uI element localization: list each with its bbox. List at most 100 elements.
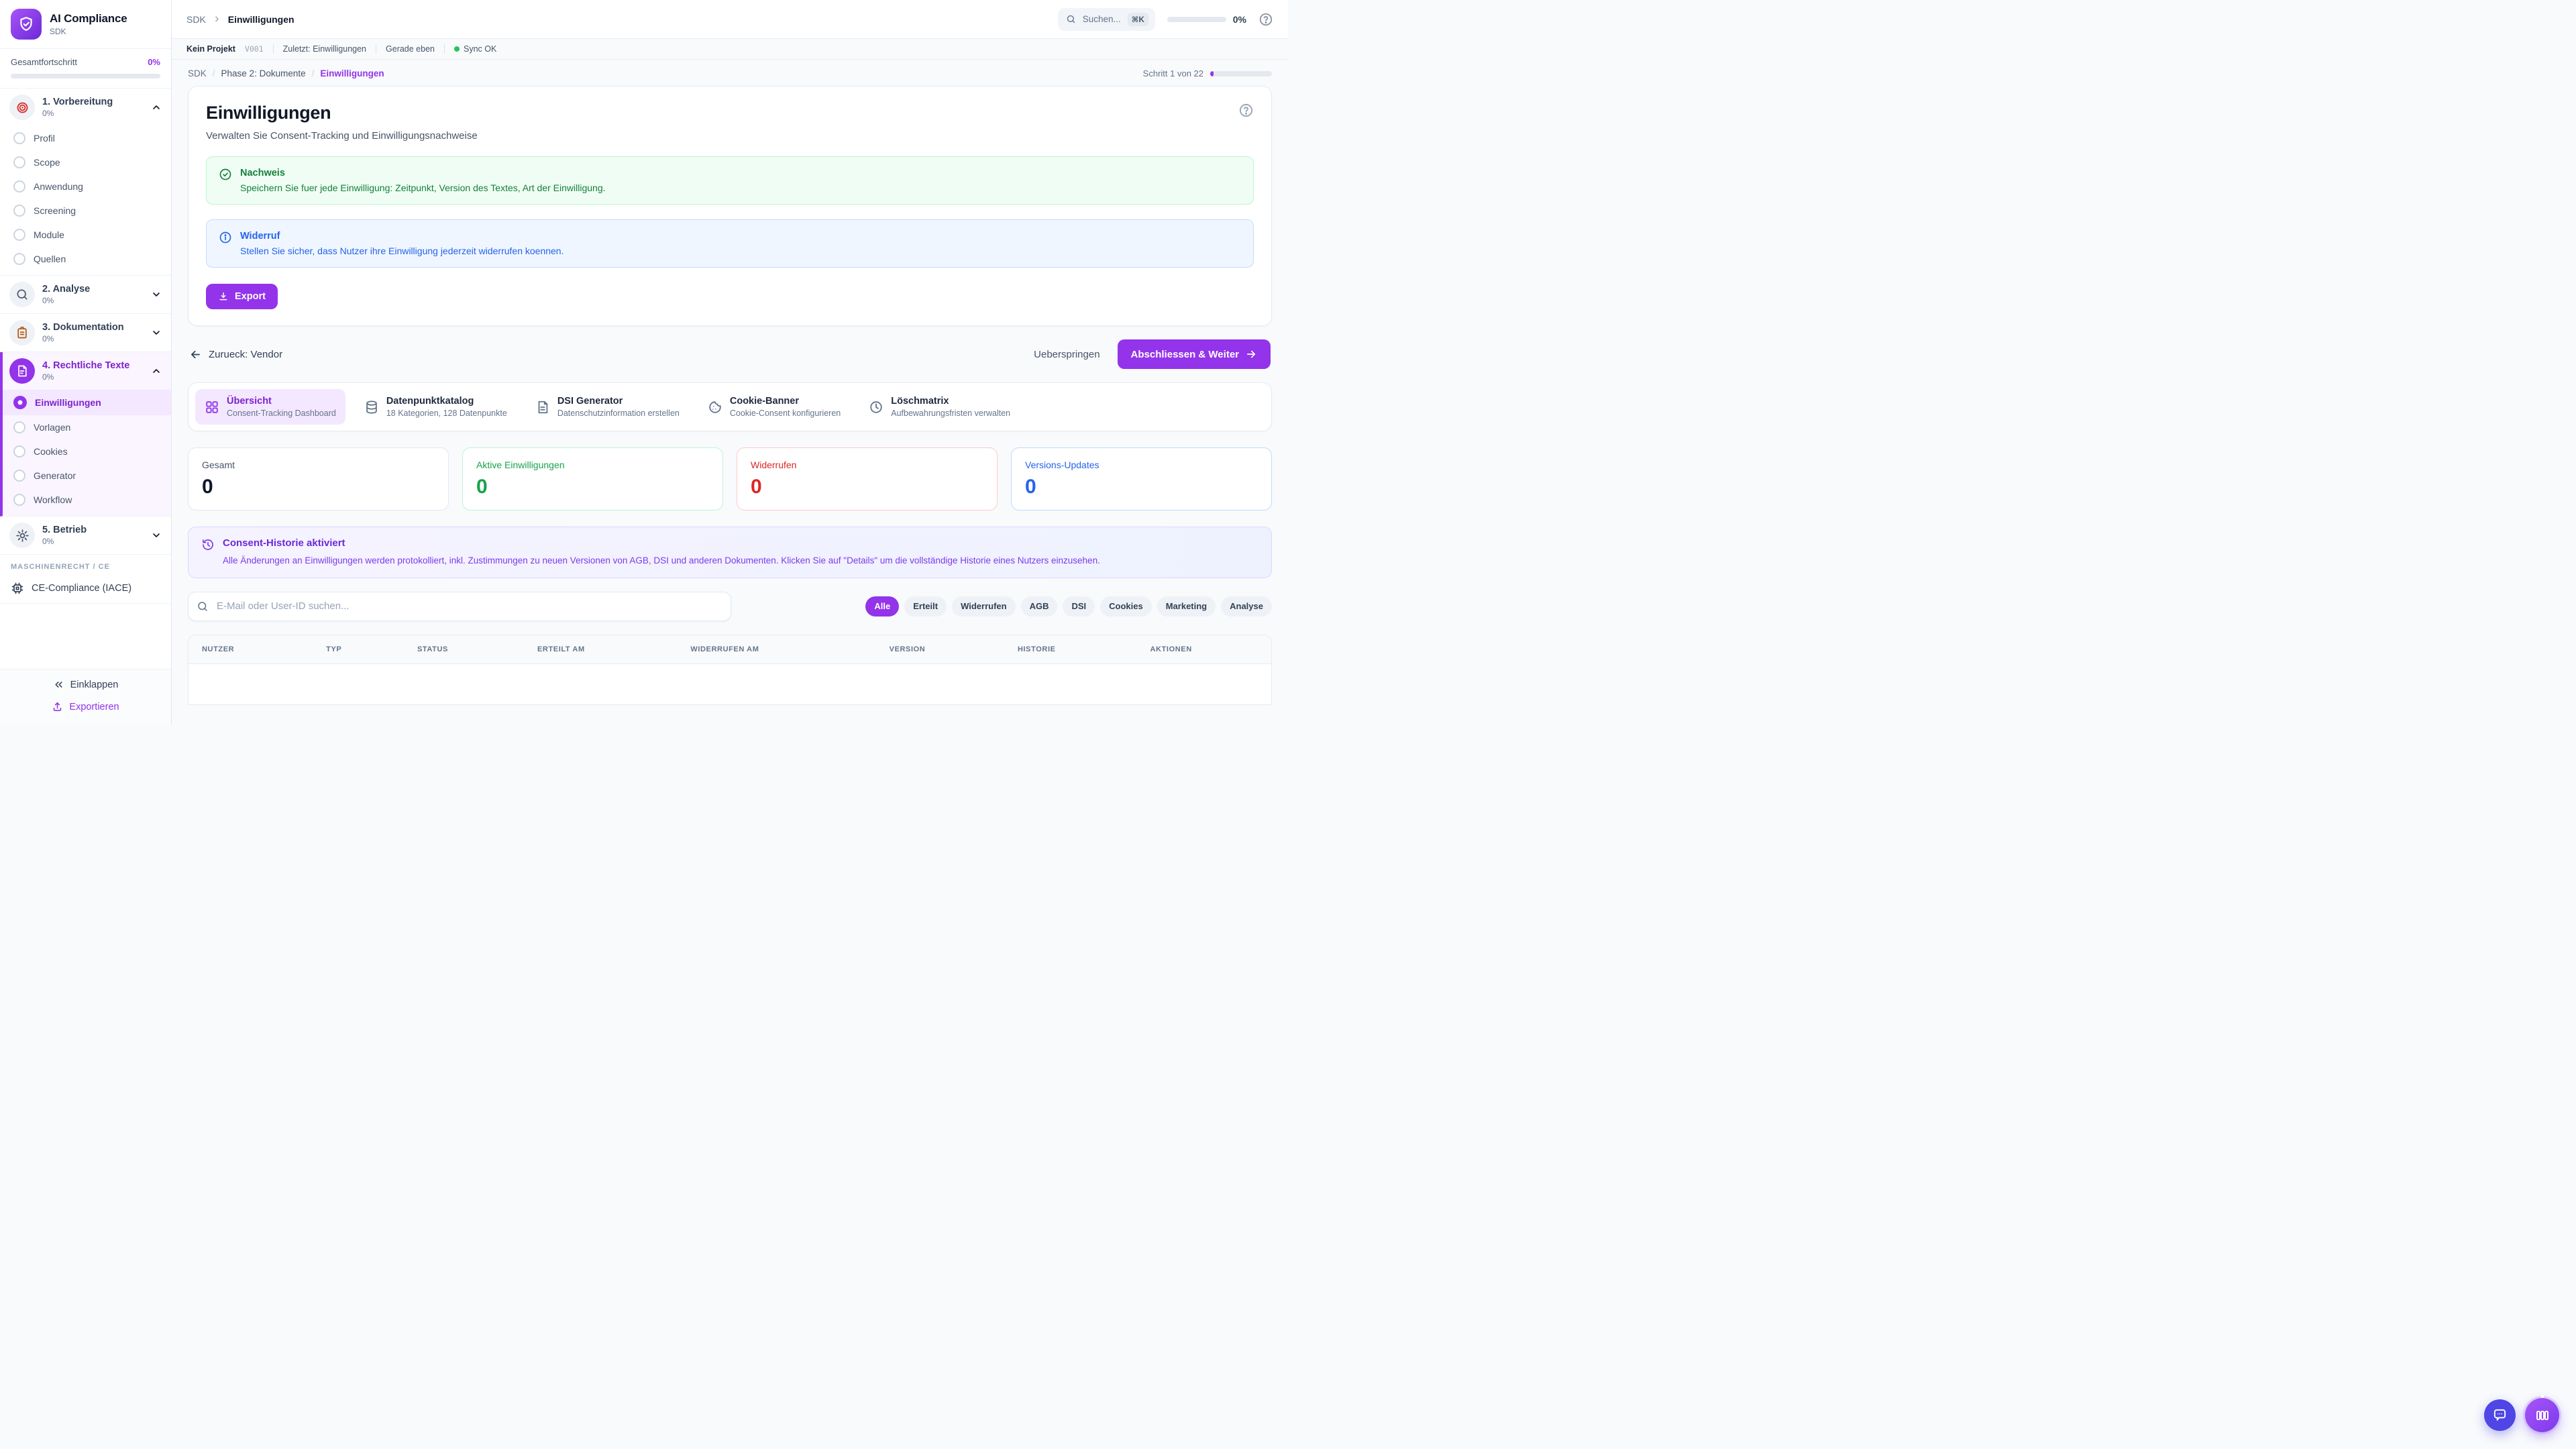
sidebar-nav-item[interactable]: Quellen (0, 247, 171, 271)
chat-fab-button[interactable] (2484, 1399, 2516, 1431)
global-search-placeholder: Suchen... (1082, 14, 1121, 24)
table-column-header[interactable]: HISTORIE (1017, 645, 1056, 653)
table-column-header[interactable]: STATUS (417, 645, 448, 653)
radio-icon (13, 180, 25, 193)
nav-section-betrieb: 5. Betrieb 0% (0, 517, 171, 555)
radio-icon (13, 445, 25, 458)
stat-value: 0 (202, 476, 213, 498)
module-tab[interactable]: DSI Generator Datenschutzinformation ers… (526, 389, 689, 425)
nav-section-header-analyse[interactable]: 2. Analyse 0% (0, 276, 171, 313)
table-column-header[interactable]: TYP (326, 645, 342, 653)
global-search[interactable]: Suchen... ⌘K (1057, 7, 1155, 31)
sidebar-footer: Einklappen Exportieren (0, 669, 171, 724)
overall-progress-label: Gesamtfortschritt (11, 57, 77, 67)
gear-icon (9, 523, 35, 548)
main-area: SDK Einwilligungen Suchen... ⌘K 0% Kein … (172, 0, 1288, 724)
columns-fab-button[interactable] (2525, 1395, 2559, 1432)
sidebar-export-button[interactable]: Exportieren (52, 701, 119, 712)
table-column-header[interactable]: VERSION (889, 645, 926, 653)
back-button[interactable]: Zurueck: Vendor (189, 348, 282, 361)
skip-button[interactable]: Ueberspringen (1034, 348, 1100, 360)
module-tab[interactable]: Löschmatrix Aufbewahrungsfristen verwalt… (859, 389, 1020, 425)
filter-chip[interactable]: Cookies (1100, 596, 1152, 616)
sidebar-nav-item[interactable]: Scope (0, 150, 171, 174)
chevrons-left-icon (53, 679, 64, 690)
chevron-down-icon[interactable] (151, 327, 162, 338)
nav-items-rechtliche-texte: Einwilligungen Vorlagen Cookies (3, 390, 171, 516)
tab-subtitle: Cookie-Consent konfigurieren (729, 409, 841, 418)
sidebar-nav-item[interactable]: Profil (0, 126, 171, 150)
clipboard-icon (9, 320, 35, 345)
tab-title: Datenpunktkatalog (386, 396, 474, 407)
arrow-left-icon (189, 348, 202, 361)
next-button-label: Abschliessen & Weiter (1130, 348, 1239, 360)
filter-chip[interactable]: AGB (1020, 596, 1058, 616)
breadcrumb-root[interactable]: SDK (186, 13, 206, 25)
sidebar-item-ce-compliance[interactable]: CE-Compliance (IACE) (0, 574, 171, 604)
sidebar-nav-item[interactable]: Cookies (3, 439, 171, 464)
sidebar-nav-item[interactable]: Generator (3, 464, 171, 488)
page-title: Einwilligungen (206, 103, 331, 123)
filter-chip[interactable]: Analyse (1221, 596, 1272, 616)
module-tab[interactable]: Übersicht Consent-Tracking Dashboard (195, 389, 345, 425)
nav-item-label: Anwendung (34, 181, 83, 192)
nav-section-vorbereitung: 1. Vorbereitung 0% Profil (0, 89, 171, 276)
filter-chip[interactable]: Erteilt (904, 596, 947, 616)
check-circle-icon (219, 168, 232, 193)
stat-value: 0 (1025, 476, 1036, 498)
sidebar-export-label: Exportieren (69, 701, 119, 712)
crumb-current: Einwilligungen (320, 68, 384, 78)
chevron-up-icon[interactable] (151, 102, 162, 113)
export-button[interactable]: Export (206, 284, 278, 309)
card-help-icon[interactable] (1238, 103, 1254, 118)
table-column-header[interactable]: NUTZER (202, 645, 235, 653)
table-column-header[interactable]: AKTIONEN (1150, 645, 1192, 653)
crumb-root[interactable]: SDK (188, 68, 207, 78)
nav-section-header-dokumentation[interactable]: 3. Dokumentation 0% (0, 314, 171, 352)
memo-icon (9, 358, 35, 384)
collapse-sidebar-button[interactable]: Einklappen (53, 679, 119, 690)
nav-section-header-rechtliche-texte[interactable]: 4. Rechtliche Texte 0% (3, 352, 171, 390)
table-header-row: NUTZER TYP STATUS ERTEILT AM WIDERRUFEN … (189, 635, 1271, 664)
section-title: 3. Dokumentation (42, 322, 124, 333)
filter-chip[interactable]: DSI (1063, 596, 1095, 616)
consent-search-input[interactable] (188, 591, 731, 621)
complete-next-button[interactable]: Abschliessen & Weiter (1117, 339, 1271, 369)
module-tab[interactable]: Cookie-Banner Cookie-Consent konfigurier… (698, 389, 850, 425)
filter-chip[interactable]: Alle (865, 596, 900, 616)
app-logo-block: AI Compliance SDK (0, 0, 171, 49)
filter-chip[interactable]: Widerrufen (952, 596, 1016, 616)
nav-section-header-vorbereitung[interactable]: 1. Vorbereitung 0% (0, 89, 171, 126)
chevron-down-icon[interactable] (151, 530, 162, 541)
breadcrumb-current: Einwilligungen (227, 13, 294, 25)
filter-chip[interactable]: Marketing (1157, 596, 1216, 616)
module-tab[interactable]: Datenpunktkatalog 18 Kategorien, 128 Dat… (355, 389, 517, 425)
crumb-section[interactable]: Phase 2: Dokumente (221, 68, 306, 78)
magnifier-icon (9, 282, 35, 307)
help-icon[interactable] (1258, 12, 1273, 27)
consent-history-banner: Consent-Historie aktiviert Alle Änderung… (188, 527, 1272, 578)
tab-title: Löschmatrix (891, 396, 949, 407)
alert-text: Speichern Sie fuer jede Einwilligung: Ze… (240, 182, 606, 193)
sidebar-nav-item[interactable]: Module (0, 223, 171, 247)
cpu-icon (11, 582, 24, 595)
sync-status-dot (454, 46, 460, 52)
chevron-down-icon[interactable] (151, 289, 162, 300)
sidebar-nav-item[interactable]: Einwilligungen (3, 390, 171, 415)
stat-value: 0 (476, 476, 488, 498)
sidebar-nav-item[interactable]: Workflow (3, 488, 171, 512)
nav-section-header-betrieb[interactable]: 5. Betrieb 0% (0, 517, 171, 554)
table-column-header[interactable]: WIDERRUFEN AM (690, 645, 759, 653)
collapse-label: Einklappen (70, 679, 119, 690)
table-column-header[interactable]: ERTEILT AM (537, 645, 585, 653)
stat-card: Widerrufen 0 (737, 447, 998, 511)
sidebar-nav-item[interactable]: Screening (0, 199, 171, 223)
nav-section-analyse: 2. Analyse 0% (0, 276, 171, 314)
chevron-up-icon[interactable] (151, 366, 162, 376)
radio-icon (13, 470, 25, 482)
consent-table: NUTZER TYP STATUS ERTEILT AM WIDERRUFEN … (188, 634, 1272, 705)
sidebar-nav-item[interactable]: Anwendung (0, 174, 171, 199)
stat-card: Gesamt 0 (188, 447, 449, 511)
sidebar-nav-item[interactable]: Vorlagen (3, 415, 171, 439)
section-title: 1. Vorbereitung (42, 97, 113, 107)
